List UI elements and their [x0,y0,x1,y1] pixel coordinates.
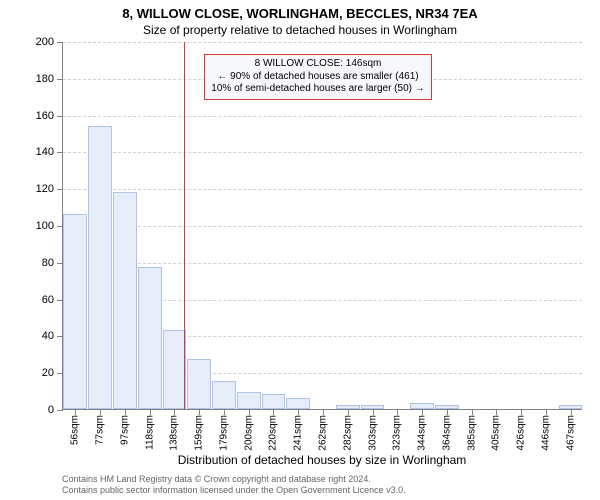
x-tick-label: 385sqm [466,415,477,451]
x-axis-label: Distribution of detached houses by size … [62,453,582,467]
gridline [63,42,582,43]
y-tick-label: 100 [36,220,54,232]
y-tick [57,42,63,43]
x-tick-label: 323sqm [392,415,403,451]
bar [138,267,162,409]
footer-attribution: Contains HM Land Registry data © Crown c… [62,474,582,496]
annotation-box: 8 WILLOW CLOSE: 146sqm← 90% of detached … [204,54,431,100]
gridline [63,226,582,227]
bar [237,392,261,409]
y-tick [57,263,63,264]
chart-subtitle: Size of property relative to detached ho… [0,23,600,37]
y-tick-label: 20 [42,367,54,379]
y-tick-label: 120 [36,183,54,195]
bar [88,126,112,409]
y-tick [57,410,63,411]
x-tick-label: 344sqm [417,415,428,451]
gridline [63,263,582,264]
bar [286,398,310,409]
x-tick-label: 220sqm [268,415,279,451]
x-tick-label: 56sqm [70,415,81,445]
x-tick-label: 241sqm [293,415,304,451]
footer-line1: Contains HM Land Registry data © Crown c… [62,474,582,485]
y-tick [57,336,63,337]
page-title: 8, WILLOW CLOSE, WORLINGHAM, BECCLES, NR… [0,6,600,21]
x-tick-label: 77sqm [95,415,106,445]
gridline [63,152,582,153]
y-tick-label: 200 [36,36,54,48]
y-tick [57,226,63,227]
chart-container: 8, WILLOW CLOSE, WORLINGHAM, BECCLES, NR… [0,0,600,500]
y-tick [57,116,63,117]
y-tick [57,79,63,80]
annotation-line: 10% of semi-detached houses are larger (… [211,83,424,96]
y-tick-label: 60 [42,294,54,306]
bar [163,330,187,409]
x-tick-label: 262sqm [318,415,329,451]
x-tick-label: 138sqm [169,415,180,451]
y-tick [57,373,63,374]
plot-area: 02040608010012014016018020056sqm77sqm97s… [62,42,582,410]
x-tick-label: 179sqm [218,415,229,451]
y-tick-label: 0 [48,404,54,416]
x-tick-label: 405sqm [491,415,502,451]
marker-line [184,42,185,409]
y-tick [57,189,63,190]
bar [63,214,87,409]
y-tick-label: 40 [42,330,54,342]
annotation-line: 8 WILLOW CLOSE: 146sqm [211,58,424,71]
bar [212,381,236,409]
annotation-line: ← 90% of detached houses are smaller (46… [211,71,424,84]
y-tick-label: 80 [42,257,54,269]
x-tick-label: 303sqm [367,415,378,451]
x-tick-label: 159sqm [194,415,205,451]
x-tick-label: 97sqm [119,415,130,445]
bar [262,394,286,409]
gridline [63,189,582,190]
x-tick-label: 467sqm [565,415,576,451]
y-tick-label: 160 [36,110,54,122]
bar [187,359,211,409]
footer-line2: Contains public sector information licen… [62,485,582,496]
y-tick [57,300,63,301]
x-tick-label: 200sqm [243,415,254,451]
y-tick [57,152,63,153]
x-tick-label: 282sqm [342,415,353,451]
x-tick-label: 364sqm [441,415,452,451]
y-tick-label: 180 [36,73,54,85]
bar [113,192,137,409]
x-tick-label: 446sqm [540,415,551,451]
gridline [63,116,582,117]
y-tick-label: 140 [36,146,54,158]
x-tick-label: 426sqm [516,415,527,451]
x-tick-label: 118sqm [144,415,155,450]
